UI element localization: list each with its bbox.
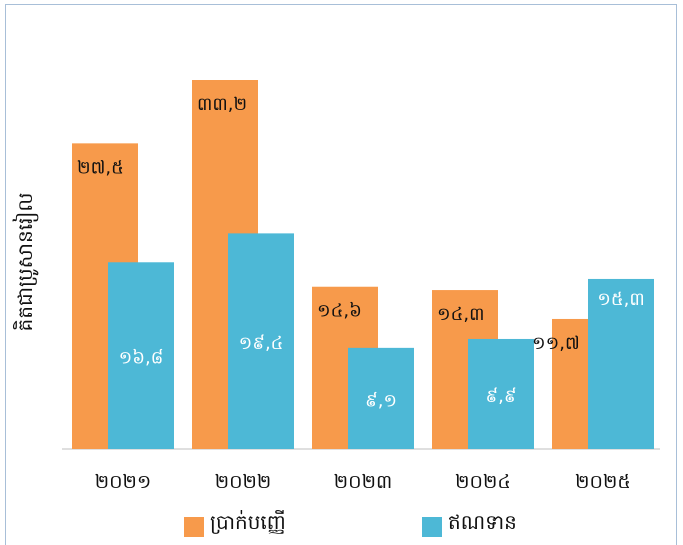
legend-item-credit: ឥណទាន (422, 509, 517, 539)
data-label-credit: ៩,១ (365, 390, 397, 411)
data-label-credit: ១៩,៤ (239, 333, 284, 354)
legend-item-deposits: ប្រាក់បញ្ញើ (184, 509, 286, 539)
data-label-deposits: ៣៣,២ (197, 94, 247, 115)
bar-credit (468, 338, 534, 449)
legend-swatch-deposits (184, 517, 204, 537)
bar-credit (588, 278, 654, 449)
data-label-credit: ៩,៩ (485, 386, 516, 407)
data-label-deposits: ១៤,៣ (437, 304, 484, 325)
x-tick-label: ២០២២ (215, 471, 272, 493)
data-label-credit: ១៥,៣ (597, 289, 644, 310)
bar-credit (348, 347, 414, 449)
chart-frame (5, 4, 677, 545)
x-tick-label: ២០២១ (95, 471, 152, 493)
data-label-credit: ១៦,៨ (119, 348, 164, 369)
legend-label-credit: ឥណទាន (448, 510, 517, 534)
legend-swatch-credit (422, 517, 442, 537)
data-label-deposits: ១៤,៦ (317, 301, 362, 322)
legend-label-deposits: ប្រាក់បញ្ញើ (210, 510, 286, 534)
x-tick-label: ២០២៤ (455, 471, 511, 493)
data-label-deposits: ២៧,៥ (77, 157, 124, 178)
bar-credit (228, 233, 294, 449)
x-tick-label: ២០២៣ (334, 471, 392, 493)
data-label-deposits: ១១,៧ (532, 333, 580, 354)
x-tick-label: ២០២៥ (575, 471, 631, 493)
bar-credit (108, 262, 174, 449)
